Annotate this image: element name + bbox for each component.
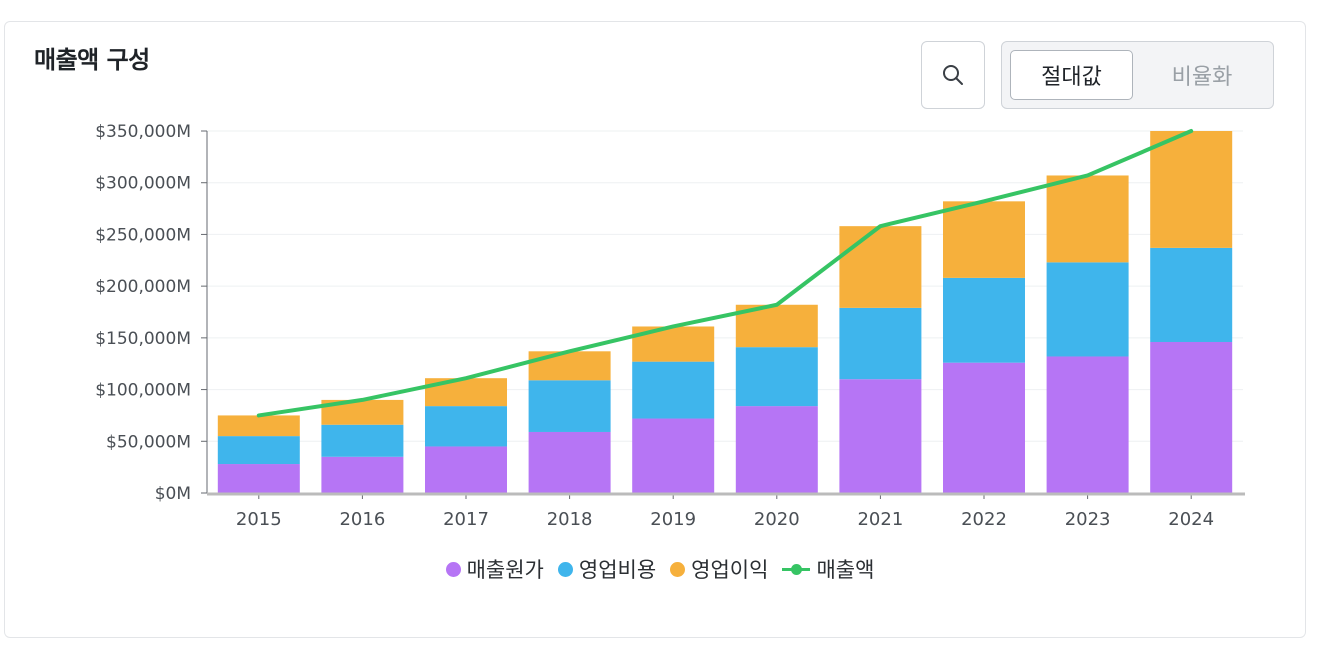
legend-item-영업비용[interactable]: 영업비용 bbox=[557, 554, 657, 584]
legend-swatch bbox=[557, 561, 573, 577]
bar-segment-영업비용-2023 bbox=[1046, 262, 1129, 357]
legend-swatch bbox=[670, 561, 686, 577]
y-tick-label: $250,000M bbox=[95, 225, 191, 245]
bar-segment-영업비용-2020 bbox=[735, 347, 818, 407]
x-tick-label: 2024 bbox=[1168, 509, 1214, 530]
x-tick-label: 2023 bbox=[1065, 509, 1111, 530]
bar-segment-영업비용-2021 bbox=[839, 307, 922, 380]
legend-item-매출액[interactable]: 매출액 bbox=[782, 554, 874, 584]
chart-legend: 매출원가 영업비용 영업이익 매출액 bbox=[0, 554, 1320, 584]
bar-segment-영업비용-2019 bbox=[632, 361, 715, 419]
legend-item-매출원가[interactable]: 매출원가 bbox=[445, 554, 544, 584]
bar-segment-매출원가-2023 bbox=[1046, 356, 1129, 493]
bar-segment-영업비용-2024 bbox=[1150, 247, 1233, 342]
legend-label: 매출원가 bbox=[466, 558, 544, 582]
bar-segment-매출원가-2017 bbox=[425, 446, 507, 493]
bar-segment-영업비용-2016 bbox=[321, 424, 404, 457]
bar-segment-영업비용-2017 bbox=[425, 406, 507, 447]
y-tick-label: $100,000M bbox=[95, 381, 191, 401]
absolute-value-button[interactable]: 절대값 bbox=[1010, 50, 1133, 100]
bar-segment-매출원가-2024 bbox=[1150, 341, 1233, 493]
x-tick-label: 2022 bbox=[961, 509, 1007, 530]
bar-segment-영업이익-2024 bbox=[1150, 131, 1233, 248]
bar-segment-영업비용-2015 bbox=[217, 436, 300, 465]
bar-segment-매출원가-2018 bbox=[528, 431, 611, 493]
legend-label: 영업비용 bbox=[578, 558, 657, 582]
x-tick-label: 2015 bbox=[236, 509, 282, 530]
legend-label: 매출액 bbox=[816, 558, 875, 582]
x-tick-label: 2019 bbox=[650, 509, 696, 530]
chart-title: 매출액 구성 bbox=[34, 46, 150, 74]
stacked-bar-chart: $0M $50,000M $100,000M $150,000M $200,000M $2… bbox=[95, 122, 1245, 530]
y-tick-label: $350,000M bbox=[95, 122, 191, 142]
bar-segment-매출원가-2016 bbox=[321, 456, 404, 493]
bar-segment-영업이익-2018 bbox=[528, 351, 611, 381]
y-tick-label: $0M bbox=[155, 484, 191, 504]
revenue-line bbox=[256, 129, 1194, 418]
bar-segment-영업이익-2015 bbox=[217, 415, 300, 437]
x-tick-label: 2020 bbox=[754, 509, 800, 530]
ratio-button[interactable]: 비율화 bbox=[1171, 65, 1233, 90]
x-tick-label: 2017 bbox=[443, 509, 489, 530]
legend-swatch bbox=[782, 562, 811, 577]
legend-item-영업이익[interactable]: 영업이익 bbox=[670, 554, 768, 584]
y-tick-label: $50,000M bbox=[106, 432, 191, 452]
legend-label: 영업이익 bbox=[691, 558, 769, 582]
bar-segment-매출원가-2015 bbox=[217, 464, 300, 493]
bar-segment-영업이익-2022 bbox=[943, 201, 1025, 278]
x-tick-label: 2018 bbox=[547, 509, 593, 530]
bar-segment-매출원가-2019 bbox=[632, 418, 715, 493]
x-tick-label: 2021 bbox=[857, 509, 903, 530]
bar-segment-매출원가-2021 bbox=[839, 379, 922, 493]
bar-segment-매출원가-2022 bbox=[943, 362, 1025, 493]
search-button[interactable] bbox=[921, 41, 985, 109]
bar-segment-영업비용-2022 bbox=[943, 277, 1025, 363]
bar-segment-매출원가-2020 bbox=[735, 406, 818, 493]
y-tick-label: $200,000M bbox=[95, 277, 191, 297]
search-icon bbox=[943, 65, 963, 85]
y-tick-label: $150,000M bbox=[95, 329, 191, 349]
bar-segment-영업이익-2023 bbox=[1046, 175, 1129, 263]
legend-swatch bbox=[445, 561, 461, 577]
y-tick-label: $300,000M bbox=[95, 174, 191, 194]
x-tick-label: 2016 bbox=[339, 509, 385, 530]
bar-segment-영업비용-2018 bbox=[528, 380, 611, 432]
bar-segment-영업이익-2021 bbox=[839, 226, 922, 308]
view-mode-toggle: 절대값 비율화 bbox=[1001, 41, 1274, 109]
